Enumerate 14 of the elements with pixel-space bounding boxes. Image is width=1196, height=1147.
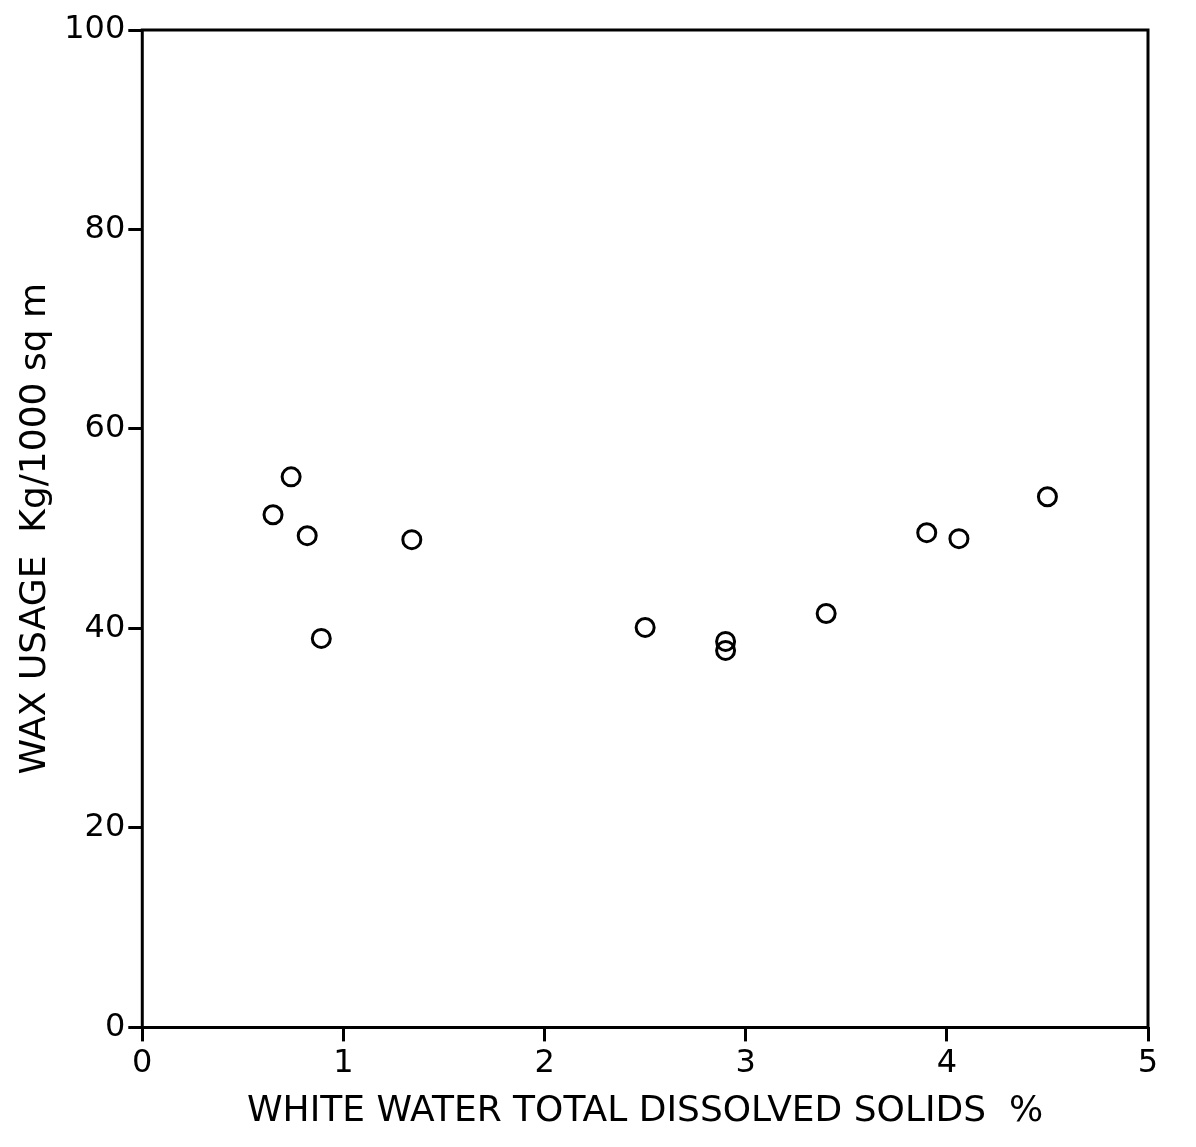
x-tick-label: 1 — [333, 1041, 354, 1080]
x-axis-title: WHITE WATER TOTAL DISSOLVED SOLIDS % — [246, 1087, 1044, 1129]
x-tick-label: 3 — [735, 1041, 756, 1080]
x-tick-label: 2 — [534, 1041, 555, 1080]
y-tick-label: 40 — [84, 606, 126, 645]
y-tick-label: 80 — [84, 207, 126, 246]
y-tick-label: 0 — [104, 1005, 126, 1044]
y-tick-label: 60 — [84, 407, 126, 446]
x-tick-label: 5 — [1137, 1041, 1159, 1080]
x-tick-label: 0 — [132, 1041, 153, 1080]
x-tick-label: 4 — [936, 1041, 958, 1080]
y-axis-title: WAX USAGE Kg/1000 sq m — [11, 282, 53, 775]
y-tick-label: 100 — [64, 8, 126, 47]
y-tick-label: 20 — [84, 806, 126, 845]
